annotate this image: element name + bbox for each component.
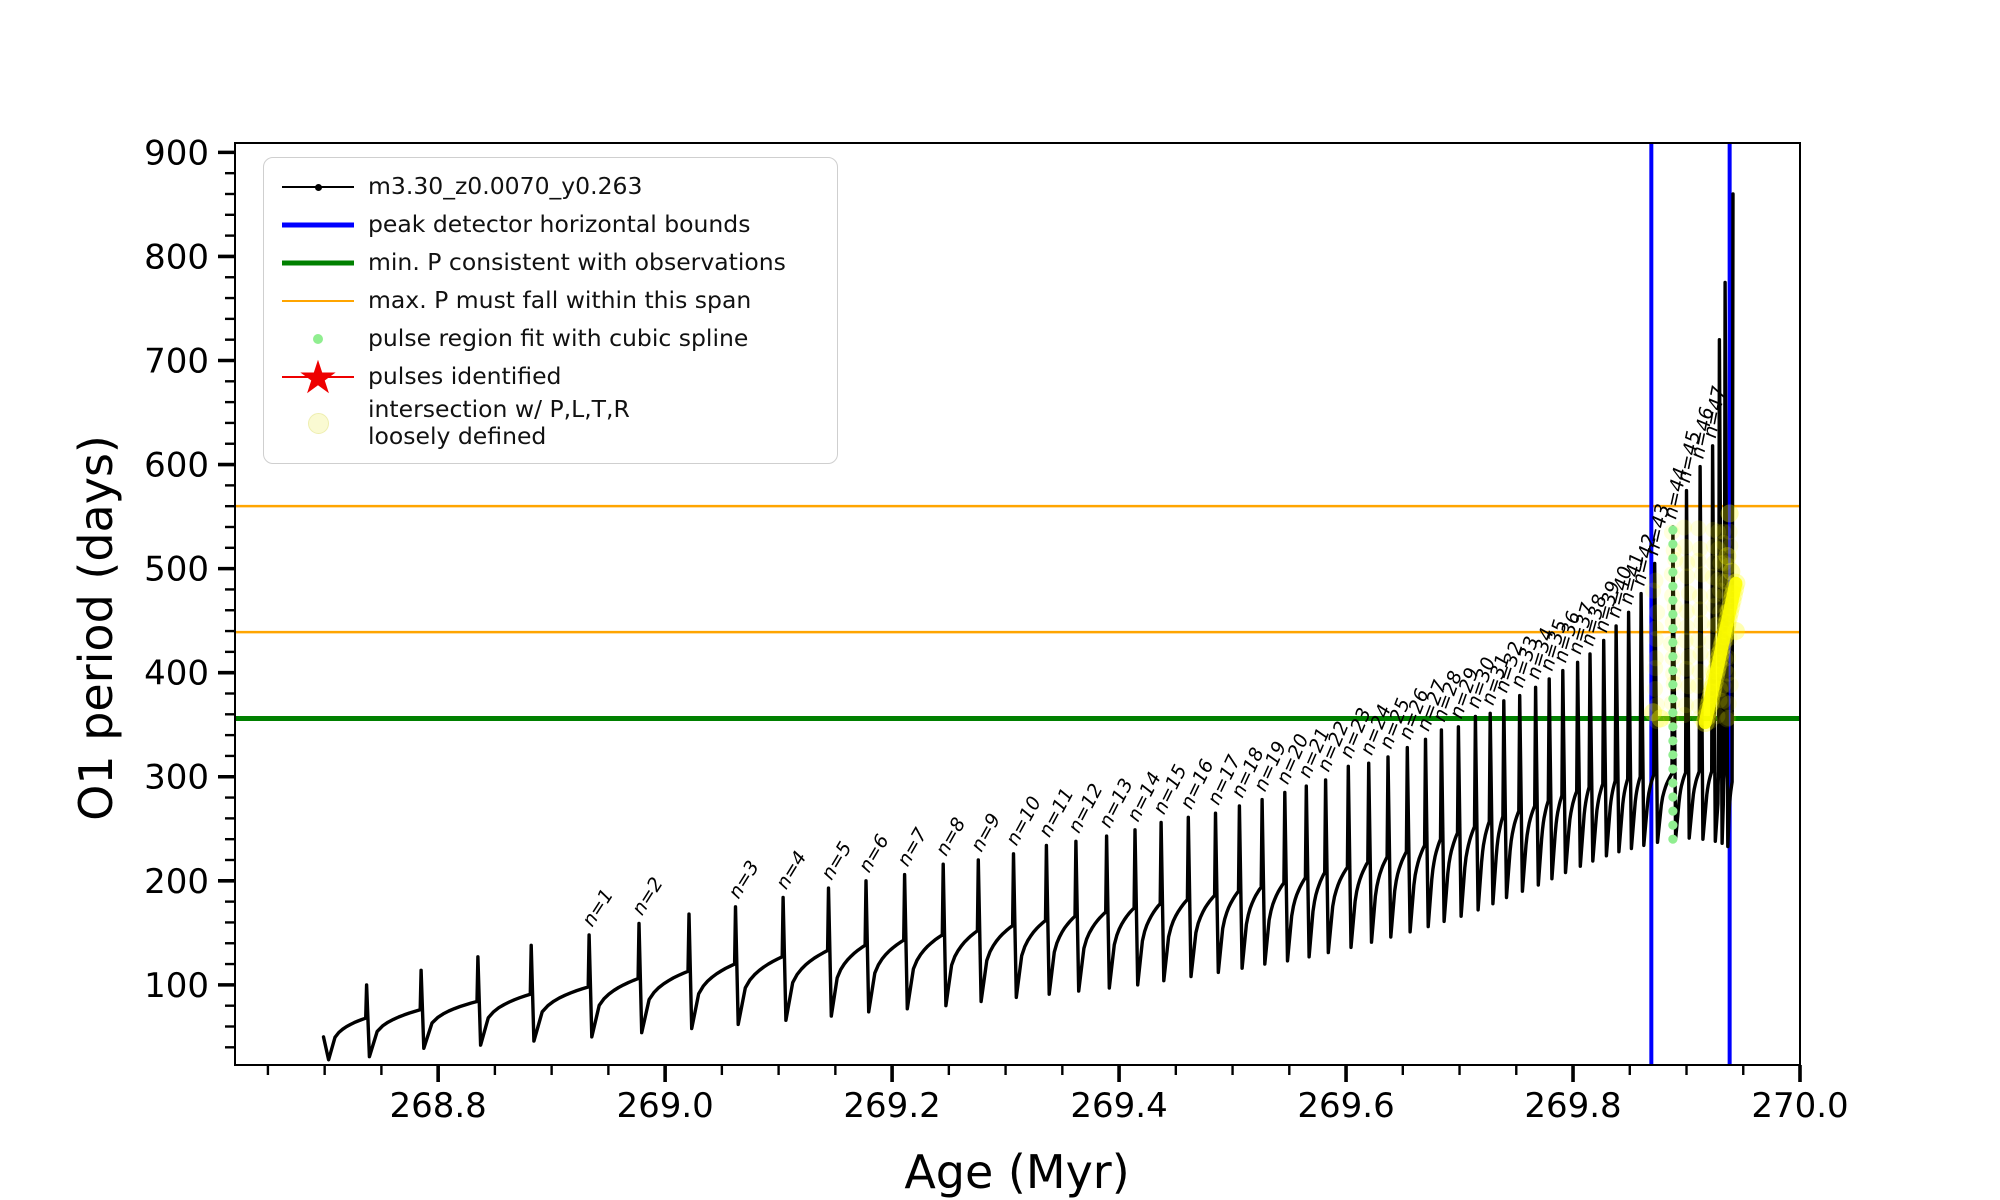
legend-marker-line-green-icon (272, 244, 364, 282)
pulse-label: n=3 (724, 857, 764, 903)
legend-item-4: max. P must fall within this span (272, 282, 823, 320)
legend-label: peak detector horizontal bounds (368, 210, 751, 239)
legend-label: intersection w/ P,L,T,R loosely defined (368, 395, 630, 451)
legend-item-3: min. P consistent with observations (272, 244, 823, 282)
x-tick-label: 269.6 (1297, 1086, 1394, 1126)
y-tick-label: 300 (144, 758, 209, 798)
x-tick-label: 269.0 (616, 1086, 713, 1126)
x-tick-label: 269.2 (843, 1086, 940, 1126)
legend-label: min. P consistent with observations (368, 248, 786, 277)
x-tick-label: 269.4 (1070, 1086, 1167, 1126)
y-tick-label: 400 (144, 654, 209, 694)
legend-item-7: intersection w/ P,L,T,R loosely defined (272, 395, 823, 451)
y-tick-label: 700 (144, 341, 209, 381)
pulse-label: n=8 (931, 814, 970, 860)
legend-label: m3.30_z0.0070_y0.263 (368, 172, 643, 201)
legend-marker-star-red-icon: ★ (272, 354, 364, 400)
pulse-label: n=5 (817, 838, 857, 884)
x-axis-label: Age (Myr) (904, 1145, 1130, 1199)
evolution-track-series (321, 192, 1735, 1062)
pulse-label: n=2 (628, 874, 668, 920)
legend-item-1: m3.30_z0.0070_y0.263 (272, 168, 823, 206)
pulse-label: n=4 (772, 847, 812, 893)
legend-item-5: pulse region fit with cubic spline (272, 320, 823, 358)
x-tick-label: 270.0 (1751, 1086, 1848, 1126)
x-tick-label: 269.8 (1524, 1086, 1621, 1126)
intersection-region (1644, 504, 1746, 733)
y-tick-label: 100 (144, 966, 209, 1006)
y-tick-label: 200 (144, 862, 209, 902)
legend-marker-line-blue-icon (272, 206, 364, 244)
y-axis-label: O1 period (days) (69, 435, 123, 821)
legend-item-6: ★ pulses identified (272, 354, 823, 400)
pulse-label: n=1 (578, 885, 618, 931)
legend-marker-dot-paleyellow-icon (272, 404, 364, 442)
x-tick-label: 268.8 (389, 1086, 486, 1126)
legend-label: pulse region fit with cubic spline (368, 324, 749, 353)
y-tick-label: 500 (144, 550, 209, 590)
legend-item-2: peak detector horizontal bounds (272, 206, 823, 244)
pulse-label: n=6 (854, 831, 893, 877)
pulse-label: n=9 (967, 810, 1006, 856)
pulse-label: n=7 (893, 824, 932, 870)
legend-label: pulses identified (368, 362, 562, 391)
spline-fit-dots (1668, 525, 1678, 844)
legend-marker-line-orange-icon (272, 282, 364, 320)
y-tick-label: 600 (144, 446, 209, 486)
y-tick-label: 800 (144, 237, 209, 277)
y-tick-label: 900 (144, 133, 209, 173)
axes: 268.8 269.0 269.2 269.4 269.6 269.8 270.0 100 20… (144, 133, 1849, 1126)
legend-label: max. P must fall within this span (368, 286, 752, 315)
axes-box (234, 142, 1801, 1066)
legend-marker-line-dot-black-icon (272, 168, 364, 206)
pulse-labels: n=1 n=2 n=3 n=4 n=5n=6 n=7 n=8n=9n=10n=11n=12n… (578, 384, 1731, 930)
legend-marker-dot-lightgreen-icon (272, 320, 364, 358)
